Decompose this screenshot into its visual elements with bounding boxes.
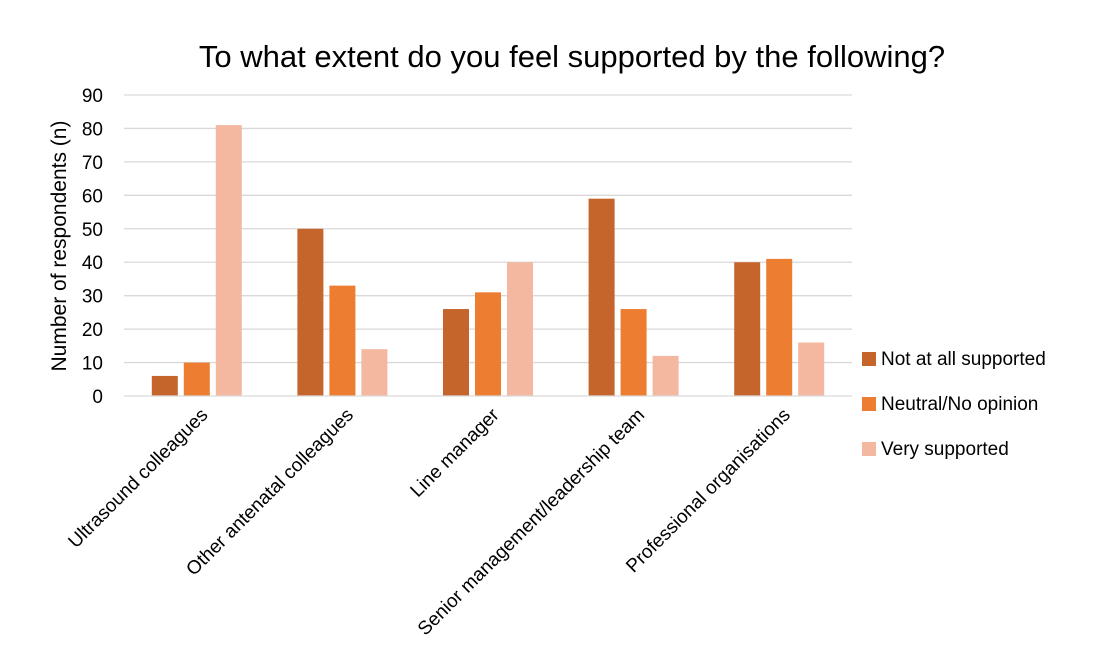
- bar: [734, 262, 761, 396]
- bar: [443, 309, 469, 396]
- y-tick-label: 60: [82, 186, 103, 207]
- y-tick-label: 50: [82, 220, 103, 241]
- bar: [652, 355, 679, 396]
- y-axis-ticks: 0 10 20 30 40 50 60 70 80 90: [82, 86, 103, 408]
- y-tick-label: 90: [82, 86, 103, 107]
- x-tick-label: Senior management/leadership team: [414, 405, 649, 640]
- bar: [766, 258, 793, 396]
- legend-swatch: [862, 442, 876, 456]
- legend: Not at all supported Neutral/No opinion Ve…: [862, 349, 1046, 460]
- bar: [215, 125, 242, 396]
- bar: [297, 228, 324, 396]
- bar: [361, 349, 388, 396]
- y-tick-label: 20: [82, 320, 103, 341]
- chart-title: To what extent do you feel supported by …: [199, 39, 945, 74]
- legend-label: Not at all supported: [881, 349, 1046, 370]
- y-tick-label: 40: [82, 253, 103, 274]
- bar: [588, 198, 615, 396]
- legend-swatch: [862, 397, 876, 411]
- bar: [507, 262, 533, 396]
- bar: [329, 285, 356, 396]
- y-tick-label: 0: [92, 387, 103, 408]
- y-tick-label: 30: [82, 287, 103, 308]
- y-tick-label: 70: [82, 153, 103, 174]
- x-tick-label: Other antenatal colleagues: [182, 405, 357, 580]
- x-tick-label: Line manager: [407, 404, 504, 501]
- y-tick-label: 80: [82, 119, 103, 140]
- bar: [798, 342, 825, 396]
- bar: [151, 375, 178, 396]
- x-tick-label: Professional organisations: [622, 405, 794, 577]
- bar: [475, 292, 501, 396]
- bar: [183, 362, 210, 396]
- bars: [151, 125, 825, 396]
- x-tick-label: Ultrasound colleagues: [65, 405, 213, 553]
- y-tick-label: 10: [82, 354, 103, 375]
- legend-swatch: [862, 352, 876, 366]
- legend-label: Very supported: [881, 439, 1009, 460]
- gridlines: [124, 94, 852, 364]
- y-axis-label: Number of respondents (n): [48, 121, 71, 372]
- legend-label: Neutral/No opinion: [881, 394, 1038, 415]
- bar: [620, 309, 647, 396]
